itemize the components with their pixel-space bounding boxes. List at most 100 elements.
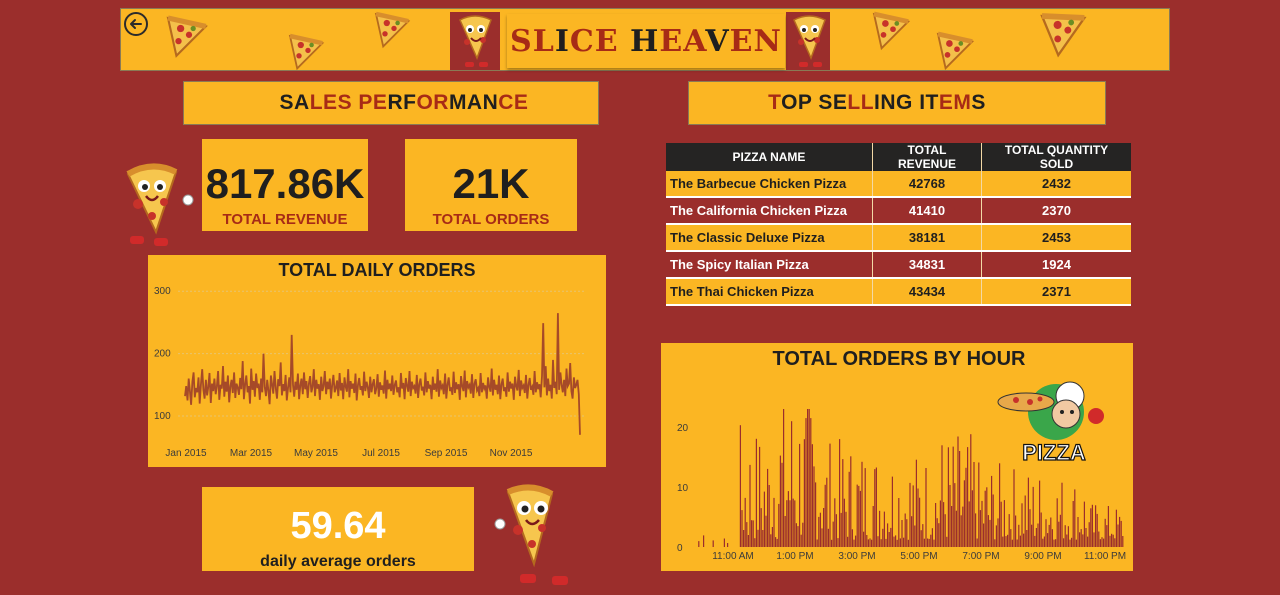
hour-bar [1090, 508, 1092, 547]
title-part: I [554, 23, 570, 59]
hour-bar [983, 523, 985, 547]
table-row[interactable]: The Classic Deluxe Pizza 38181 2453 [666, 224, 1131, 252]
hour-bar [919, 497, 921, 547]
hour-bar [1045, 519, 1047, 547]
pizza-logo-text: PIZZA [1022, 440, 1086, 465]
hour-bar [749, 464, 751, 547]
hour-bar [963, 480, 965, 547]
hour-bar [955, 510, 957, 547]
hour-bar [1043, 536, 1045, 547]
hour-bar [845, 511, 847, 547]
hour-bar [803, 439, 805, 547]
hour-bar [1026, 530, 1028, 547]
pizza-chef-logo: PIZZA [997, 381, 1104, 466]
hour-bar [1071, 537, 1073, 547]
hour-bar [939, 500, 941, 547]
hour-bar [1104, 518, 1106, 547]
hour-bar [757, 529, 759, 547]
y-tick-label: 200 [154, 349, 171, 360]
hour-bar [898, 498, 900, 547]
hour-bar [1002, 536, 1004, 547]
column-header[interactable]: TOTAL QUANTITY SOLD [981, 143, 1131, 171]
hour-bar [1034, 535, 1036, 547]
hour-bar [791, 421, 793, 547]
hour-bar [904, 513, 906, 547]
table-cell-name: The Barbecue Chicken Pizza [666, 171, 873, 198]
brand-title: SLICE HEAVEN [510, 24, 782, 59]
table-row[interactable]: The Barbecue Chicken Pizza 42768 2432 [666, 171, 1131, 198]
column-header[interactable]: TOTAL REVENUE [872, 143, 982, 171]
x-tick-label: Jul 2015 [362, 448, 400, 459]
column-header[interactable]: PIZZA NAME [666, 143, 873, 171]
hour-bar [783, 409, 785, 547]
hour-bar [744, 497, 746, 547]
title-part: H [630, 23, 660, 59]
hour-bar [1098, 531, 1100, 547]
table-row[interactable]: The Thai Chicken Pizza 43434 2371 [666, 278, 1131, 306]
hour-bar [797, 526, 799, 547]
hour-bar [891, 476, 893, 547]
hour-bar [957, 436, 959, 547]
hour-bar [1082, 534, 1084, 547]
hour-bar [1029, 509, 1031, 547]
table-cell-revenue: 34831 [872, 251, 982, 279]
hour-bar [975, 513, 977, 547]
hour-bar [794, 500, 796, 547]
hour-bar [815, 482, 817, 547]
hour-bar [1019, 535, 1021, 547]
hour-bar [1122, 536, 1124, 547]
hour-bar [1067, 526, 1069, 547]
table-row[interactable]: The California Chicken Pizza 41410 2370 [666, 197, 1131, 225]
hour-bar [835, 514, 837, 547]
hour-bar [800, 534, 802, 547]
pizza-mascot-icon [494, 484, 568, 585]
hour-bar [872, 506, 874, 547]
hour-bar [765, 515, 767, 547]
hour-bar [1079, 532, 1081, 547]
hour-bar [771, 527, 773, 547]
sales-performance-header: SALES PERFORMANCE [183, 81, 599, 125]
hour-bar [879, 510, 881, 547]
hour-bar [1023, 533, 1025, 547]
hour-bar [909, 482, 911, 547]
hour-bar [999, 463, 1001, 547]
hour-bar [743, 530, 745, 547]
table-row[interactable]: The Spicy Italian Pizza 34831 1924 [666, 251, 1131, 279]
hour-bar [947, 447, 949, 547]
daily-orders-chart: TOTAL DAILY ORDERS 100 200 300 Jan 2015 Mar … [148, 255, 606, 467]
hour-bar [1101, 537, 1103, 547]
hour-bar [930, 534, 932, 547]
hour-bar [776, 538, 778, 547]
hour-bar [959, 451, 961, 547]
title-part: EN [729, 23, 782, 59]
hour-bar [976, 538, 978, 547]
hour-bar [739, 425, 741, 547]
hour-bar [1013, 469, 1015, 547]
hour-bar [784, 516, 786, 547]
back-button[interactable] [124, 12, 148, 36]
hour-bar [762, 530, 764, 547]
hour-bar [1066, 534, 1068, 547]
hour-bar [810, 418, 812, 547]
title-part: CE [498, 91, 529, 114]
hour-bar [1074, 489, 1076, 547]
hour-bar [773, 497, 775, 547]
hour-bar [779, 455, 781, 547]
kpi-total-revenue: 817.86K TOTAL REVENUE [202, 139, 368, 231]
hour-bar [760, 508, 762, 547]
hour-bar [787, 491, 789, 547]
hour-bar [882, 528, 884, 547]
hour-bar [1048, 524, 1050, 547]
x-tick-label: Mar 2015 [230, 448, 273, 459]
hour-bar [973, 462, 975, 547]
hour-bar [1099, 539, 1101, 547]
hour-bar [890, 527, 892, 547]
title-part: LL [847, 91, 875, 114]
table-header-row: PIZZA NAME TOTAL REVENUE TOTAL QUANTITY … [666, 143, 1131, 171]
hour-bar [851, 529, 853, 547]
hour-bar [767, 468, 769, 547]
hour-bar [984, 490, 986, 547]
hour-bar [1077, 517, 1079, 547]
hour-bar [829, 443, 831, 547]
x-tick-label: Nov 2015 [490, 448, 533, 459]
